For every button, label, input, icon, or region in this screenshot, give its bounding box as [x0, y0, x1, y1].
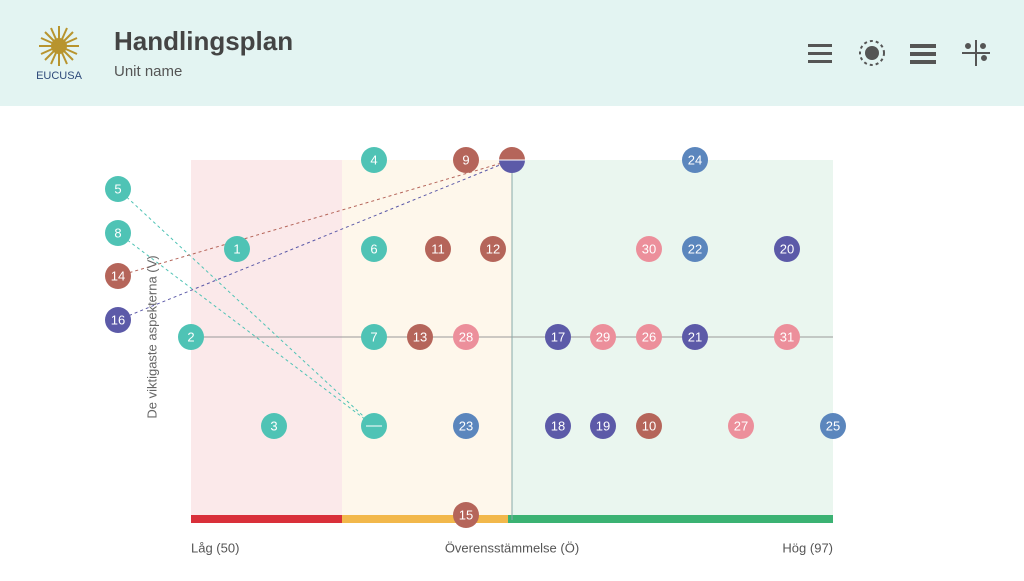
split-node[interactable] — [499, 147, 525, 173]
links — [117, 159, 513, 427]
node[interactable] — [361, 324, 387, 350]
node[interactable] — [407, 324, 433, 350]
node-label: 1 — [233, 241, 240, 256]
node[interactable] — [682, 324, 708, 350]
node[interactable] — [590, 324, 616, 350]
x-max-label: Hög (97) — [782, 540, 833, 555]
node[interactable] — [453, 147, 479, 173]
x-axis-label: Överensstämmelse (Ö) — [445, 540, 579, 555]
node[interactable] — [545, 324, 571, 350]
node-label: 28 — [459, 329, 473, 344]
node[interactable] — [105, 263, 131, 289]
node[interactable] — [820, 413, 846, 439]
node[interactable] — [453, 413, 479, 439]
subtitle: Unit name — [114, 63, 182, 80]
node[interactable] — [682, 236, 708, 262]
bar-high — [508, 515, 833, 523]
node-label: 4 — [370, 152, 377, 167]
node-label: 24 — [688, 152, 702, 167]
node-label: 17 — [551, 329, 565, 344]
node[interactable] — [636, 413, 662, 439]
node[interactable] — [453, 324, 479, 350]
node-label: 9 — [462, 152, 469, 167]
node-label: 18 — [551, 418, 565, 433]
node[interactable] — [590, 413, 616, 439]
node[interactable] — [774, 236, 800, 262]
node[interactable] — [105, 220, 131, 246]
node-label: 16 — [111, 312, 125, 327]
node-label: 19 — [596, 418, 610, 433]
node[interactable] — [361, 147, 387, 173]
node[interactable] — [636, 236, 662, 262]
node-label: 13 — [413, 329, 427, 344]
node-label: 14 — [111, 268, 125, 283]
node-label: 3 — [270, 418, 277, 433]
node-label: 6 — [370, 241, 377, 256]
icon-list[interactable] — [808, 44, 832, 63]
node[interactable] — [425, 236, 451, 262]
node-label: 15 — [459, 507, 473, 522]
node-label: 10 — [642, 418, 656, 433]
node[interactable] — [545, 413, 571, 439]
node[interactable] — [774, 324, 800, 350]
icon-filter[interactable] — [910, 44, 936, 64]
logo-text: EUCUSA — [36, 70, 83, 82]
node[interactable] — [636, 324, 662, 350]
node-label: 11 — [431, 241, 445, 256]
node-label: 30 — [642, 241, 656, 256]
x-min-label: Låg (50) — [191, 540, 239, 555]
logo — [39, 26, 79, 66]
node-label: 26 — [642, 329, 656, 344]
node-label: 21 — [688, 329, 702, 344]
node[interactable] — [105, 307, 131, 333]
icon-scatter[interactable] — [962, 40, 990, 66]
node-label: 8 — [114, 225, 121, 240]
node[interactable] — [178, 324, 204, 350]
node-label: 25 — [826, 418, 840, 433]
header-bar — [0, 0, 1024, 106]
node[interactable] — [224, 236, 250, 262]
node-label: 23 — [459, 418, 473, 433]
node[interactable] — [361, 236, 387, 262]
node-label: 31 — [780, 329, 794, 344]
node[interactable] — [682, 147, 708, 173]
node[interactable] — [105, 176, 131, 202]
node-label: 5 — [114, 181, 121, 196]
y-axis-label: De viktigaste aspekterna (V) — [144, 255, 159, 418]
node-label: 20 — [780, 241, 794, 256]
title: Handlingsplan — [114, 26, 293, 56]
bar-low — [191, 515, 342, 523]
zone-low — [191, 160, 342, 520]
node[interactable] — [480, 236, 506, 262]
bar-mid — [342, 515, 508, 523]
node[interactable] — [453, 502, 479, 528]
node[interactable] — [261, 413, 287, 439]
node-label: 27 — [734, 418, 748, 433]
node-label: 29 — [596, 329, 610, 344]
node-label: 12 — [486, 241, 500, 256]
node-label: 2 — [187, 329, 194, 344]
node-label: 7 — [370, 329, 377, 344]
node-label: 22 — [688, 241, 702, 256]
icon-focus[interactable] — [859, 40, 885, 66]
node[interactable] — [728, 413, 754, 439]
